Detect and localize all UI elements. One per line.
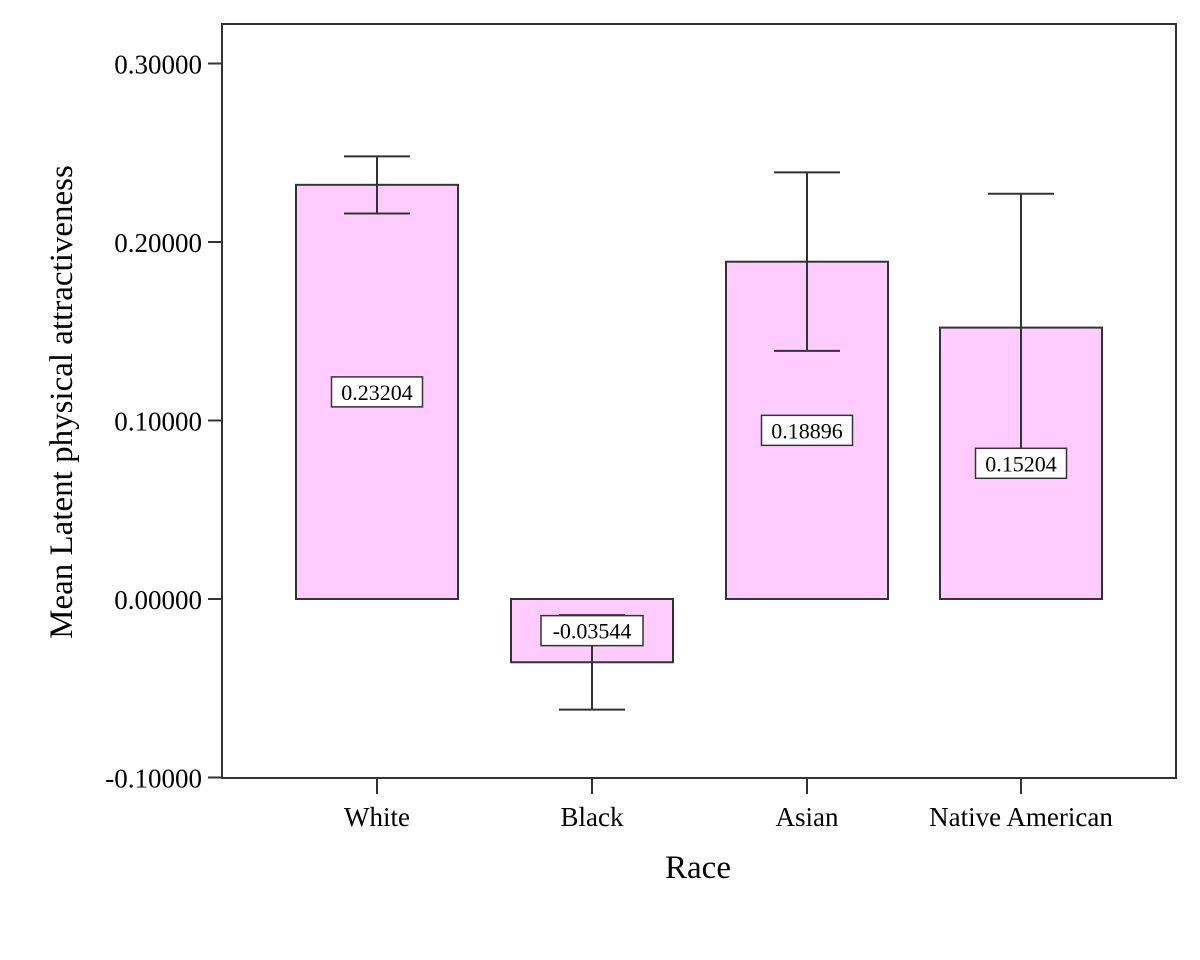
bars-group [295,183,1103,664]
value-label-box [974,447,1068,480]
x-tick-label: Black [561,802,624,832]
value-label-box [760,414,854,447]
value-label-box [330,376,424,408]
value-label-box [540,614,644,647]
y-axis-title: Mean Latent physical attractiveness [44,165,80,639]
x-tick-label: White [344,802,410,832]
y-tick-label: -0.10000 [105,764,202,794]
value-label: 0.23204 [341,380,413,405]
value-labels-group: 0.23204 -0.03544 0.18896 0.15204 [330,376,1068,647]
y-tick-label: 0.30000 [114,50,202,80]
x-axis-title: Race [665,850,731,886]
y-tick-label: 0.00000 [114,585,202,615]
value-label: 0.15204 [985,451,1057,476]
y-tick-label: 0.20000 [114,228,202,258]
plot-frame [221,23,1177,779]
x-tick-label: Native American [929,802,1113,832]
y-axis: -0.10000 0.00000 0.10000 0.20000 0.30000 [105,50,222,794]
y-tick-label: 0.10000 [114,407,202,437]
value-label: 0.18896 [771,418,843,443]
x-tick-label: Asian [776,802,839,832]
x-axis: White Black Asian Native American [344,778,1113,832]
value-label: -0.03544 [553,619,632,644]
